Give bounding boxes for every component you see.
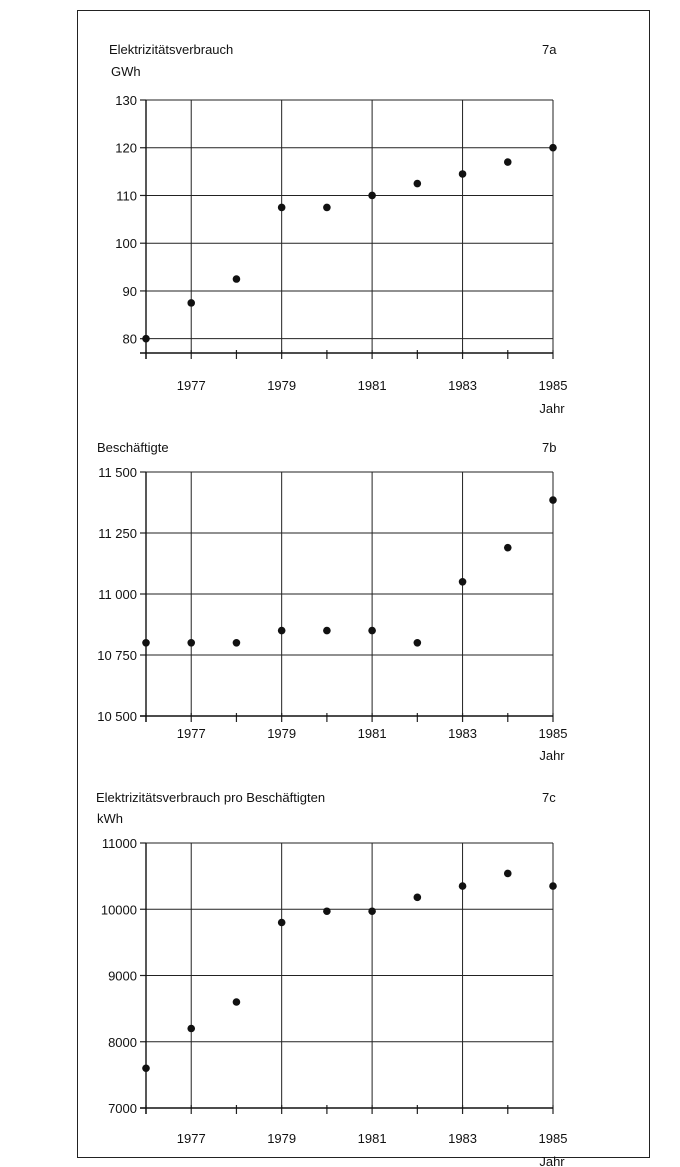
y-tick-label: 9000 [108, 969, 137, 984]
x-tick-label: 1983 [448, 378, 477, 393]
data-point [187, 1024, 196, 1033]
data-point [368, 907, 376, 916]
data-point [142, 334, 150, 343]
x-tick-label: 1983 [448, 1131, 477, 1146]
y-tick-label: 130 [115, 93, 137, 108]
y-axis-unit: kWh [97, 811, 123, 826]
x-tick-label: 1977 [177, 378, 206, 393]
x-tick-label: 1977 [177, 1131, 206, 1146]
y-tick-label: 11000 [102, 836, 137, 851]
data-point [413, 179, 422, 188]
y-tick-label: 110 [116, 188, 137, 203]
panel-label: 7c [542, 790, 556, 805]
x-tick-label: 1981 [358, 378, 387, 393]
x-axis-label: Jahr [539, 401, 565, 416]
chart-panel-7c: 7000 8000 9000 10000 11000 1977 1979 1981 1983 19… [96, 790, 567, 1167]
x-tick-label: 1983 [448, 726, 477, 741]
chart-title: Elektrizitätsverbrauch [109, 42, 233, 57]
data-point [277, 918, 286, 927]
data-point [458, 578, 467, 586]
y-tick-label: 11 000 [98, 587, 137, 602]
data-point [232, 998, 241, 1006]
panel-label: 7a [542, 42, 557, 57]
x-tick-label: 1979 [267, 726, 296, 741]
y-axis-unit: GWh [111, 64, 141, 79]
data-point [232, 275, 241, 283]
y-tick-label: 11 500 [98, 465, 137, 480]
data-point [549, 882, 557, 890]
data-point [458, 882, 467, 890]
chart-panel-7b: 10 500 10 750 11 000 11 250 11 500 1977 1979 19… [97, 440, 567, 763]
x-tick-label: 1981 [358, 1131, 387, 1146]
data-point [232, 639, 241, 647]
data-point [323, 907, 331, 916]
data-point [503, 869, 512, 878]
x-tick-label: 1985 [539, 378, 568, 393]
chart-panel-7a: 80 90 100 110 120 130 1977 1979 1981 1983 1985 Elek… [109, 42, 567, 416]
data-point [413, 639, 422, 647]
data-point [277, 203, 286, 212]
y-tick-label: 10000 [101, 902, 137, 917]
data-point [549, 496, 557, 504]
y-tick-label: 90 [123, 284, 137, 299]
data-point [458, 170, 467, 178]
data-point [503, 543, 512, 552]
y-tick-label: 10 750 [97, 648, 137, 663]
data-point [503, 158, 512, 166]
x-tick-label: 1977 [177, 726, 206, 741]
chart-title: Elektrizitätsverbrauch pro Beschäftigten [96, 790, 325, 805]
y-tick-label: 11 250 [98, 526, 137, 541]
y-tick-label: 80 [123, 332, 137, 347]
data-point [323, 626, 331, 635]
data-point [187, 299, 196, 307]
data-point [142, 639, 150, 647]
x-tick-label: 1979 [267, 378, 296, 393]
figure-border [77, 10, 650, 1158]
y-tick-label: 10 500 [97, 709, 137, 724]
y-tick-label: 120 [115, 141, 137, 156]
data-point [277, 626, 286, 635]
x-tick-label: 1979 [267, 1131, 296, 1146]
x-axis-label: Jahr [539, 1154, 565, 1167]
y-tick-label: 7000 [108, 1101, 137, 1116]
chart-title: Beschäftigte [97, 440, 169, 455]
data-point [413, 893, 422, 902]
data-point [323, 203, 331, 212]
y-tick-label: 100 [115, 236, 137, 251]
data-point [368, 191, 376, 200]
x-tick-label: 1985 [539, 1131, 568, 1146]
panel-label: 7b [542, 440, 556, 455]
data-point [368, 626, 376, 635]
data-point [142, 1064, 150, 1073]
x-tick-label: 1981 [358, 726, 387, 741]
y-tick-label: 8000 [108, 1035, 137, 1050]
data-point [549, 143, 557, 152]
x-axis-label: Jahr [539, 748, 565, 763]
x-tick-label: 1985 [539, 726, 568, 741]
data-point [187, 639, 196, 647]
